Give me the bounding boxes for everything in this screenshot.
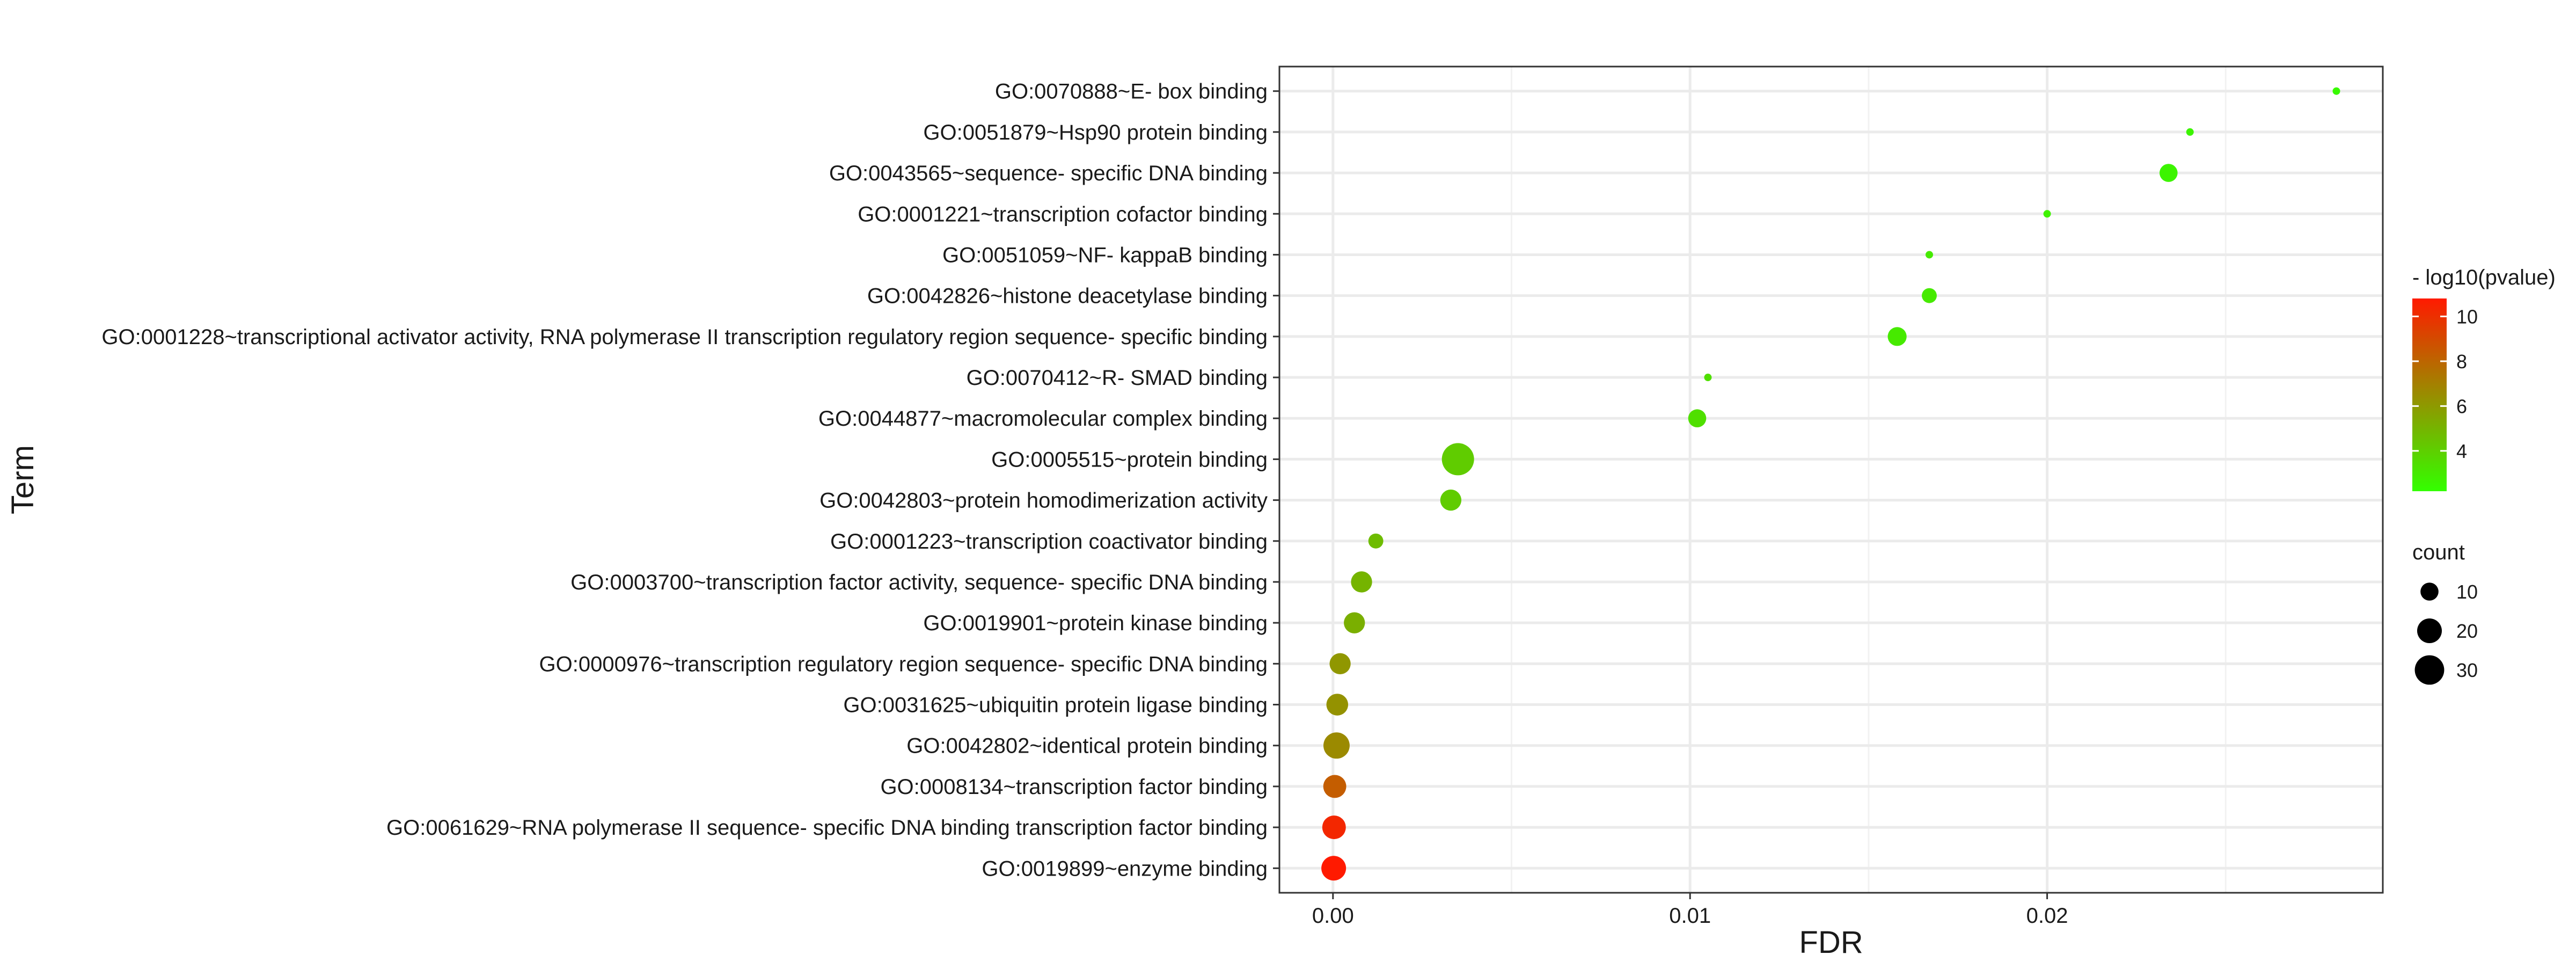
y-tick-label: GO:0070412~R- SMAD binding <box>967 366 1268 390</box>
points-layer <box>1321 87 2340 881</box>
x-axis-title: FDR <box>1799 925 1863 960</box>
y-tick-label: GO:0003700~transcription factor activity… <box>570 571 1268 594</box>
size-legend-items: 10 20 30 <box>2414 581 2478 685</box>
data-point <box>1441 443 1474 476</box>
y-tick-label: GO:0051059~NF- kappaB binding <box>942 243 1268 267</box>
y-tick-label: GO:0001223~transcription coactivator bin… <box>830 530 1268 553</box>
y-tick-label: GO:0031625~ubiquitin protein ligase bind… <box>843 694 1268 717</box>
data-point <box>1440 489 1462 511</box>
data-point <box>1688 409 1707 428</box>
data-point <box>1925 251 1933 259</box>
y-tick-label: GO:0001228~transcriptional activator act… <box>101 325 1268 349</box>
data-point <box>2043 210 2051 218</box>
y-tick-label: GO:0044877~macromolecular complex bindin… <box>818 407 1268 431</box>
size-legend-dot <box>2417 618 2442 644</box>
y-tick-label: GO:0043565~sequence- specific DNA bindin… <box>829 162 1268 185</box>
panel-border <box>1278 65 2384 894</box>
size-legend-label: 30 <box>2456 659 2478 681</box>
data-point <box>1922 288 1937 303</box>
data-point <box>2186 128 2194 136</box>
y-tick-label: GO:0042802~identical protein binding <box>906 734 1268 758</box>
data-point <box>2332 87 2340 95</box>
y-tick-label: GO:0019899~enzyme binding <box>982 857 1268 880</box>
data-point <box>1326 694 1349 716</box>
color-legend-title: - log10(pvalue) <box>2412 266 2556 289</box>
x-tick-label: 0.01 <box>1669 904 1711 928</box>
data-point <box>1329 653 1351 675</box>
colorbar-tick-label: 10 <box>2456 305 2478 327</box>
x-axis: 0.00 0.01 0.02 <box>1312 893 2068 928</box>
y-tick-label: GO:0008134~transcription factor binding <box>880 775 1268 799</box>
data-point <box>1323 732 1350 759</box>
y-tick-label: GO:0042826~histone deacetylase binding <box>867 285 1268 308</box>
data-point <box>1368 533 1384 549</box>
colorbar-tick-label: 8 <box>2456 351 2467 373</box>
data-point <box>1344 612 1365 633</box>
size-legend-dot <box>2414 655 2445 685</box>
data-point <box>1321 856 1346 881</box>
size-legend: count 10 20 30 <box>2412 541 2478 685</box>
y-tick-label: GO:0042803~protein homodimerization acti… <box>819 489 1268 513</box>
grid-layer <box>1279 67 2383 893</box>
data-point <box>1322 815 1346 840</box>
data-point <box>1351 571 1372 593</box>
y-axis-title: Term <box>5 445 40 514</box>
y-tick-label: GO:0061629~RNA polymerase II sequence- s… <box>386 816 1268 840</box>
colorbar-tick-label: 6 <box>2456 395 2467 417</box>
data-point <box>1704 374 1712 382</box>
x-tick-label: 0.02 <box>2026 904 2068 928</box>
data-point <box>2159 164 2178 182</box>
size-legend-title: count <box>2412 541 2465 564</box>
y-tick-label: GO:0000976~transcription regulatory regi… <box>539 652 1268 676</box>
color-legend: - log10(pvalue) 4 6 8 10 <box>2412 266 2556 491</box>
y-axis: GO:0019899~enzyme binding GO:0061629~RNA … <box>101 80 1279 880</box>
size-legend-label: 20 <box>2456 620 2478 642</box>
y-tick-label: GO:0019901~protein kinase binding <box>923 611 1268 635</box>
y-tick-label: GO:0005515~protein binding <box>991 448 1268 471</box>
x-tick-label: 0.00 <box>1312 904 1354 928</box>
y-tick-label: GO:0051879~Hsp90 protein binding <box>923 121 1268 144</box>
colorbar <box>2412 298 2447 491</box>
colorbar-ticks: 4 6 8 10 <box>2412 305 2478 462</box>
y-tick-label: GO:0001221~transcription cofactor bindin… <box>858 202 1268 226</box>
y-tick-label: GO:0070888~E- box binding <box>995 80 1268 104</box>
data-point <box>1323 775 1346 798</box>
size-legend-dot <box>2420 582 2439 601</box>
colorbar-tick-label: 4 <box>2456 440 2467 462</box>
data-point <box>1887 327 1907 346</box>
size-legend-label: 10 <box>2456 581 2478 603</box>
